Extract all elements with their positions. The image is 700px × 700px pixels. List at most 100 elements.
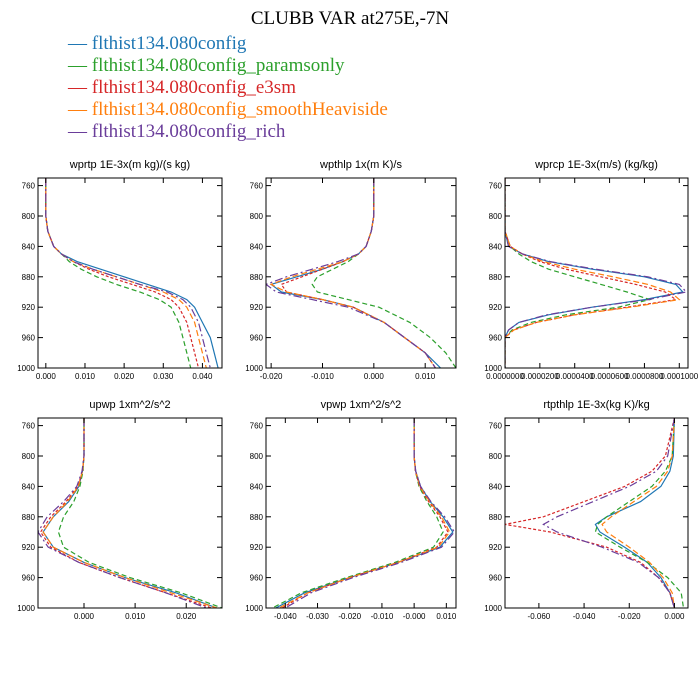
x-tick-label: 0.010	[436, 612, 457, 621]
x-tick-label: 0.010	[125, 612, 146, 621]
y-tick-label: 880	[22, 273, 36, 282]
x-tick-label: 0.000	[664, 612, 685, 621]
panel-title: wpthlp 1x(m K)/s	[319, 159, 402, 171]
y-tick-label: 760	[250, 182, 264, 191]
y-tick-label: 880	[489, 273, 503, 282]
series-line-1	[272, 418, 444, 608]
y-tick-label: 800	[250, 452, 264, 461]
series-line-0	[594, 418, 675, 608]
plot-frame	[37, 417, 223, 609]
y-tick-label: 960	[250, 574, 264, 583]
y-tick-label: 880	[250, 513, 264, 522]
x-tick-label: 0.020	[114, 372, 135, 381]
series-line-4	[266, 178, 436, 368]
x-tick-label: 0.0000200	[521, 372, 559, 381]
y-tick-label: 840	[22, 482, 36, 491]
y-tick-label: 760	[250, 422, 264, 431]
legend-entry-e3sm: — flthist134.080config_e3sm	[68, 77, 296, 98]
y-tick-label: 920	[22, 303, 36, 312]
legend-entry-smoothheaviside: — flthist134.080config_smoothHeaviside	[68, 99, 388, 120]
x-tick-label: 0.0000800	[626, 372, 664, 381]
y-tick-label: 800	[22, 452, 36, 461]
series-line-2	[281, 418, 449, 608]
y-tick-label: 960	[22, 334, 36, 343]
legend-entry-rich: — flthist134.080config_rich	[68, 121, 286, 142]
panel-1: wpthlp 1x(m K)/s7608008408809209601000-0…	[245, 159, 457, 381]
series-line-1	[311, 178, 456, 368]
x-tick-label: -0.060	[528, 612, 551, 621]
series-line-2	[505, 418, 675, 608]
series-line-3	[269, 178, 436, 368]
y-tick-label: 840	[489, 242, 503, 251]
x-tick-label: 0.0000400	[556, 372, 594, 381]
y-tick-label: 840	[250, 482, 264, 491]
x-tick-label: -0.020	[260, 372, 283, 381]
y-tick-label: 840	[250, 242, 264, 251]
series-line-4	[38, 418, 207, 608]
x-tick-label: -0.000	[403, 612, 426, 621]
series-line-1	[505, 178, 652, 368]
series-line-1	[594, 418, 685, 608]
series-line-0	[269, 178, 442, 368]
series-line-0	[275, 418, 454, 608]
x-tick-label: -0.010	[311, 372, 334, 381]
x-tick-label: 0.040	[192, 372, 213, 381]
plot-frame	[504, 417, 689, 609]
x-tick-label: 0.0000000	[486, 372, 524, 381]
x-tick-label: -0.010	[371, 612, 394, 621]
y-tick-label: 960	[489, 334, 503, 343]
y-tick-label: 800	[489, 452, 503, 461]
y-tick-label: 800	[22, 212, 36, 221]
x-tick-label: -0.030	[306, 612, 329, 621]
y-tick-label: 840	[489, 482, 503, 491]
y-tick-label: 800	[489, 212, 503, 221]
y-tick-label: 920	[250, 543, 264, 552]
y-tick-label: 920	[489, 303, 503, 312]
y-tick-label: 760	[489, 422, 503, 431]
panel-title: wprtp 1E-3x(m kg)/(s kg)	[69, 159, 190, 171]
series-line-3	[601, 418, 675, 608]
series-line-1	[57, 418, 222, 608]
y-tick-label: 880	[250, 273, 264, 282]
x-tick-label: 0.0001000	[660, 372, 698, 381]
y-tick-label: 1000	[484, 604, 502, 613]
y-tick-label: 920	[489, 543, 503, 552]
x-tick-label: 0.000	[36, 372, 57, 381]
plot-frame	[37, 177, 223, 369]
series-line-4	[45, 178, 211, 368]
panel-title: upwp 1xm^2/s^2	[89, 399, 170, 411]
y-tick-label: 760	[22, 422, 36, 431]
y-tick-label: 1000	[245, 604, 263, 613]
legend: — flthist134.080config — flthist134.080c…	[68, 33, 388, 143]
panel-0: wprtp 1E-3x(m kg)/(s kg) 760 800 840 880 920 9…	[17, 159, 223, 381]
legend-entry-paramsonly: — flthist134.080config_paramsonly	[68, 55, 345, 76]
plot-frame	[265, 177, 457, 369]
y-tick-label: 960	[250, 334, 264, 343]
series-line-2	[505, 178, 678, 368]
panel-4: vpwp 1xm^2/s^2 760 800 840 880 920 960 1000 -0.0…	[245, 399, 457, 621]
legend-entry-config: — flthist134.080config	[68, 33, 247, 54]
y-tick-label: 1000	[484, 364, 502, 373]
series-line-3	[45, 178, 207, 368]
panel-title: vpwp 1xm^2/s^2	[321, 399, 402, 411]
y-tick-label: 920	[250, 303, 264, 312]
x-tick-label: 0.020	[176, 612, 197, 621]
series-line-4	[542, 418, 675, 608]
x-tick-label: -0.020	[338, 612, 361, 621]
y-tick-label: 920	[22, 543, 36, 552]
y-tick-label: 840	[22, 242, 36, 251]
series-line-0	[45, 178, 219, 368]
y-tick-label: 960	[489, 574, 503, 583]
y-tick-label: 880	[489, 513, 503, 522]
y-tick-label: 960	[22, 574, 36, 583]
series-line-3	[42, 418, 218, 608]
y-tick-label: 1000	[17, 604, 35, 613]
series-line-1	[45, 178, 192, 368]
x-tick-label: 0.030	[153, 372, 174, 381]
plot-frame	[265, 417, 457, 609]
x-tick-label: -0.020	[618, 612, 641, 621]
panel-5: rtpthlp 1E-3x(kg K)/kg 760 800 840 880 920 960…	[484, 399, 689, 621]
panel-title: wprcp 1E-3x(m/s) (kg/kg)	[534, 159, 658, 171]
y-tick-label: 1000	[17, 364, 35, 373]
